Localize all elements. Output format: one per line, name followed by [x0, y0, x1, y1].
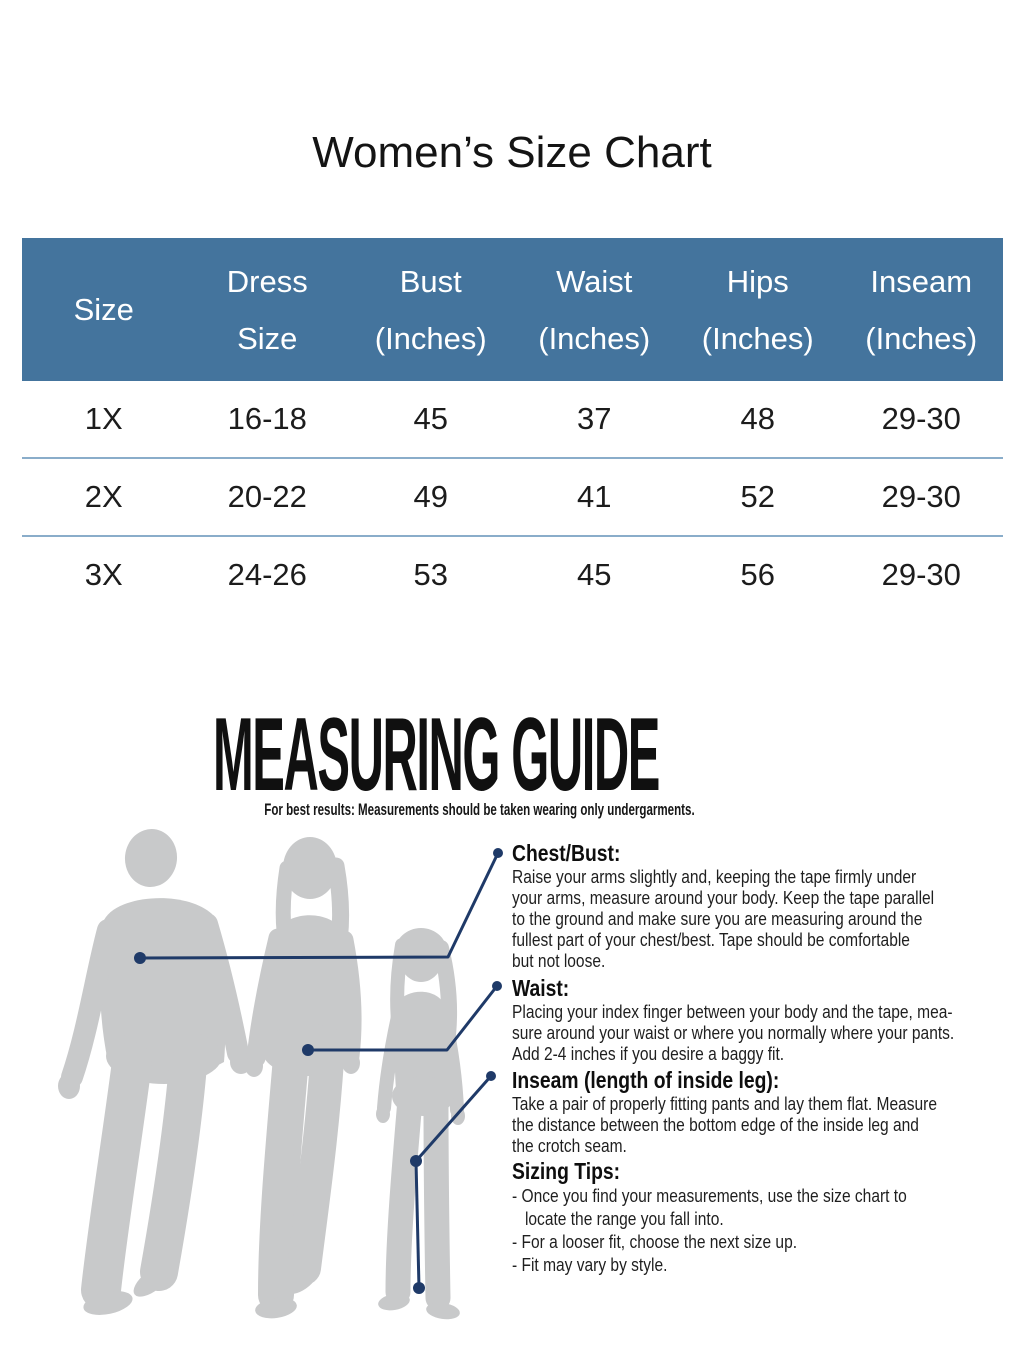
column-header-dress: Dress Size: [226, 263, 308, 356]
section-sizing-tips: Sizing Tips: - Once you find your measur…: [512, 1158, 907, 1276]
page-title: Women’s Size Chart: [312, 128, 712, 177]
section-inseam: Inseam (length of inside leg): Take a pa…: [512, 1067, 937, 1156]
measuring-guide-title: MEASURING GUIDE: [213, 703, 660, 807]
woman-silhouette: [245, 837, 362, 1319]
waist-label-dot: [492, 981, 502, 991]
section-waist: Waist: Placing your index finger between…: [512, 975, 954, 1064]
column-header-size: Size: [73, 292, 134, 327]
inseam-label-dot: [486, 1071, 496, 1081]
man-silhouette: [58, 829, 252, 1315]
chest-connector-line: [139, 852, 500, 960]
table-row-2x: 2X 20-22 49 41 52 29-30: [22, 457, 1003, 535]
size-chart-table: Size Dress Size Bust (Inches) Waist (Inc…: [22, 238, 1003, 613]
cell-inseam: 29-30: [881, 479, 961, 514]
inseam-length-line: [414, 1160, 421, 1289]
measuring-guide-title-text: MEASURING GUIDE: [213, 697, 660, 813]
cell-inseam: 29-30: [881, 401, 961, 436]
section-heading: Chest/Bust:: [512, 840, 621, 866]
table-header-row: Size Dress Size Bust (Inches) Waist (Inc…: [22, 238, 1003, 381]
cell-dress: 24-26: [227, 557, 307, 592]
cell-hips: 52: [740, 479, 775, 514]
section-body: Raise your arms slightly and, keeping th…: [512, 866, 935, 971]
measuring-guide-subtitle-text: For best results: Measurements should be…: [264, 800, 695, 819]
inseam-bottom-dot: [413, 1282, 425, 1294]
section-body: Take a pair of properly fitting pants an…: [512, 1093, 937, 1156]
cell-waist: 45: [577, 557, 612, 592]
cell-dress: 16-18: [227, 401, 307, 436]
cell-waist: 37: [577, 401, 612, 436]
chest-label-dot: [493, 848, 503, 858]
section-heading: Waist:: [512, 975, 570, 1001]
section-heading: Sizing Tips:: [512, 1158, 621, 1184]
cell-hips: 56: [740, 557, 775, 592]
cell-bust: 53: [413, 557, 448, 592]
cell-size: 3X: [84, 557, 123, 592]
waist-body-dot: [302, 1044, 314, 1056]
cell-size: 1X: [84, 401, 123, 436]
column-header-inseam: Inseam (Inches): [865, 263, 978, 356]
cell-waist: 41: [577, 479, 612, 514]
section-chest-bust: Chest/Bust: Raise your arms slightly and…: [512, 840, 934, 971]
measuring-guide-subtitle: For best results: Measurements should be…: [163, 800, 710, 820]
cell-bust: 45: [413, 401, 448, 436]
cell-inseam: 29-30: [881, 557, 961, 592]
cell-dress: 20-22: [227, 479, 307, 514]
column-header-waist: Waist (Inches): [538, 263, 651, 356]
table-row-3x: 3X 24-26 53 45 56 29-30: [22, 535, 1003, 613]
connector-lines: [139, 852, 500, 1289]
measuring-guide-instructions: Chest/Bust: Raise your arms slightly and…: [512, 840, 1024, 1300]
column-header-hips: Hips (Inches): [701, 263, 814, 356]
chest-body-dot: [134, 952, 146, 964]
section-heading: Inseam (length of inside leg):: [512, 1067, 780, 1093]
inseam-connector-line: [414, 1075, 493, 1162]
waist-connector-line: [308, 985, 499, 1052]
cell-hips: 48: [740, 401, 775, 436]
inseam-top-dot: [410, 1155, 422, 1167]
section-body: Placing your index finger between your b…: [512, 1001, 955, 1064]
column-header-bust: Bust (Inches): [374, 263, 487, 356]
table-row-1x: 1X 16-18 45 37 48 29-30: [22, 381, 1003, 457]
cell-size: 2X: [84, 479, 123, 514]
girl-silhouette: [376, 928, 465, 1320]
connector-dots: [134, 848, 503, 1294]
cell-bust: 49: [413, 479, 448, 514]
section-body: - Once you find your measurements, use t…: [512, 1185, 907, 1275]
